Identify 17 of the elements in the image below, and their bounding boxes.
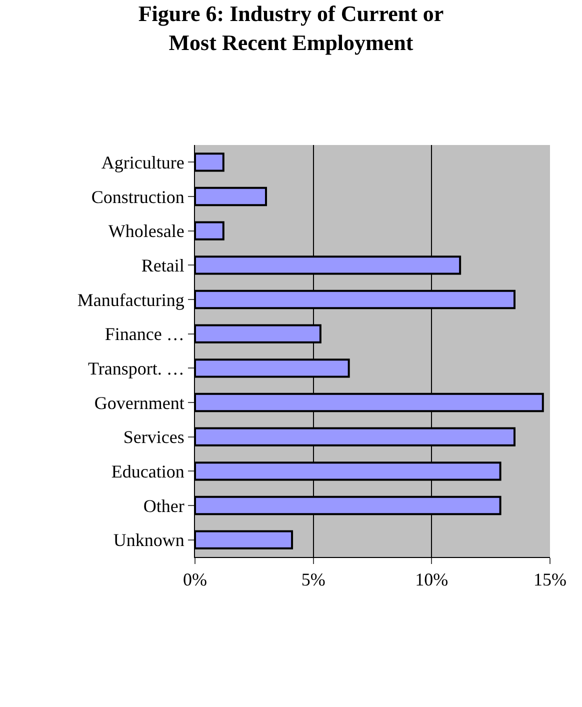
x-tick-label: 15% bbox=[534, 570, 566, 590]
chart-title: Figure 6: Industry of Current or Most Recent Employment bbox=[138, 1, 444, 55]
y-tick-label: Construction bbox=[91, 186, 184, 207]
y-tick-label: Finance … bbox=[104, 324, 184, 344]
y-tick-label: Services bbox=[123, 427, 184, 448]
y-tick-label: Unknown bbox=[113, 530, 184, 550]
x-tick-label: 0% bbox=[183, 570, 207, 590]
y-tick-label: Government bbox=[94, 392, 184, 413]
y-tick-label: Transport. … bbox=[88, 358, 184, 378]
x-tick-label: 5% bbox=[301, 570, 326, 590]
y-tick-label: Retail bbox=[141, 255, 184, 276]
y-tick-label: Agriculture bbox=[101, 152, 184, 172]
x-tick-label: 10% bbox=[415, 570, 448, 590]
y-tick-label: Education bbox=[111, 461, 184, 482]
y-tick-label: Manufacturing bbox=[77, 290, 184, 310]
y-tick-label: Other bbox=[143, 496, 184, 516]
y-tick-label: Wholesale bbox=[108, 221, 184, 242]
